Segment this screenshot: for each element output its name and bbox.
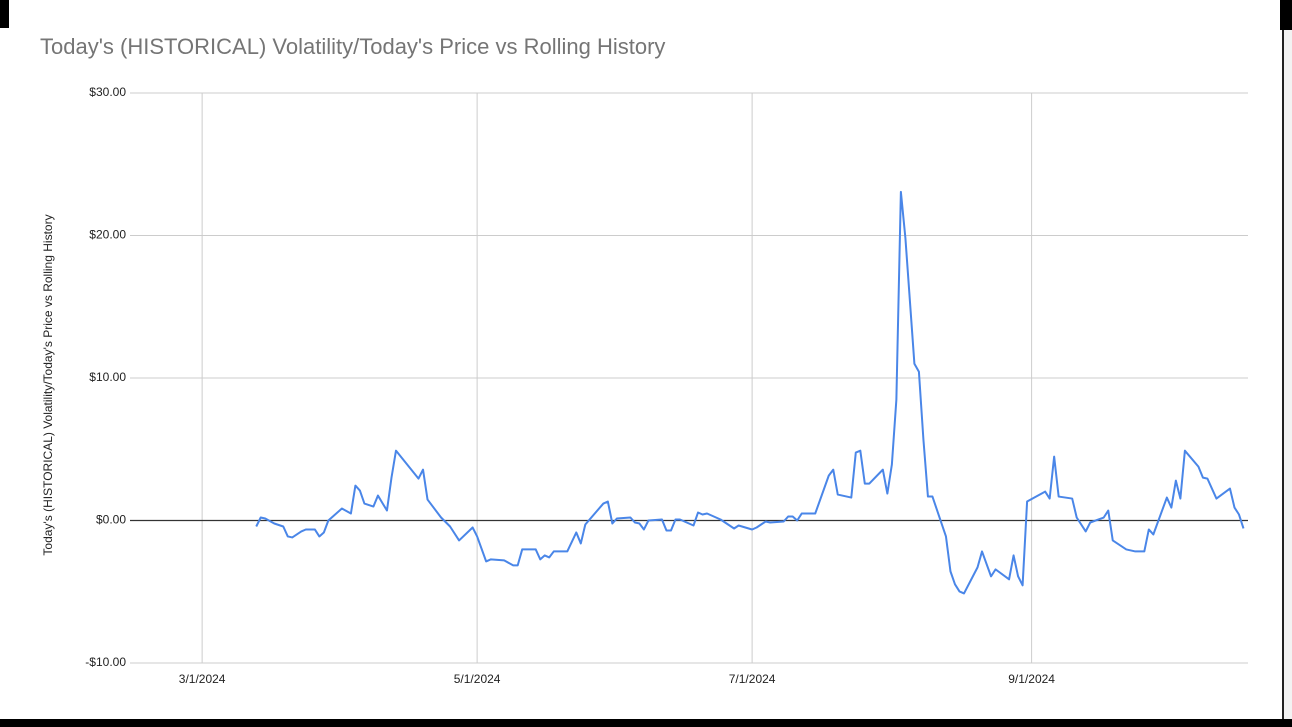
x-tick-label: 7/1/2024	[729, 672, 776, 686]
y-tick-label: $0.00	[96, 513, 126, 527]
x-tick-label: 5/1/2024	[454, 672, 501, 686]
frame-edge	[0, 0, 9, 28]
y-tick-label: $10.00	[89, 370, 126, 384]
x-tick-label: 3/1/2024	[179, 672, 226, 686]
y-tick-label: $30.00	[89, 85, 126, 99]
frame-edge	[1280, 0, 1292, 30]
sheet-edge	[1283, 0, 1292, 727]
frame-edge	[0, 719, 1292, 727]
chart-title: Today's (HISTORICAL) Volatility/Today's …	[40, 34, 665, 59]
y-tick-label: -$10.00	[85, 655, 126, 669]
x-tick-label: 9/1/2024	[1008, 672, 1055, 686]
data-line	[255, 190, 1245, 595]
y-axis-label: Today's (HISTORICAL) Volatility/Today's …	[41, 214, 55, 555]
y-tick-label: $20.00	[89, 228, 126, 242]
plot-area: 3/1/2024 5/1/2024 7/1/2024 9/1/2024 -$10.00 $…	[85, 85, 1248, 686]
